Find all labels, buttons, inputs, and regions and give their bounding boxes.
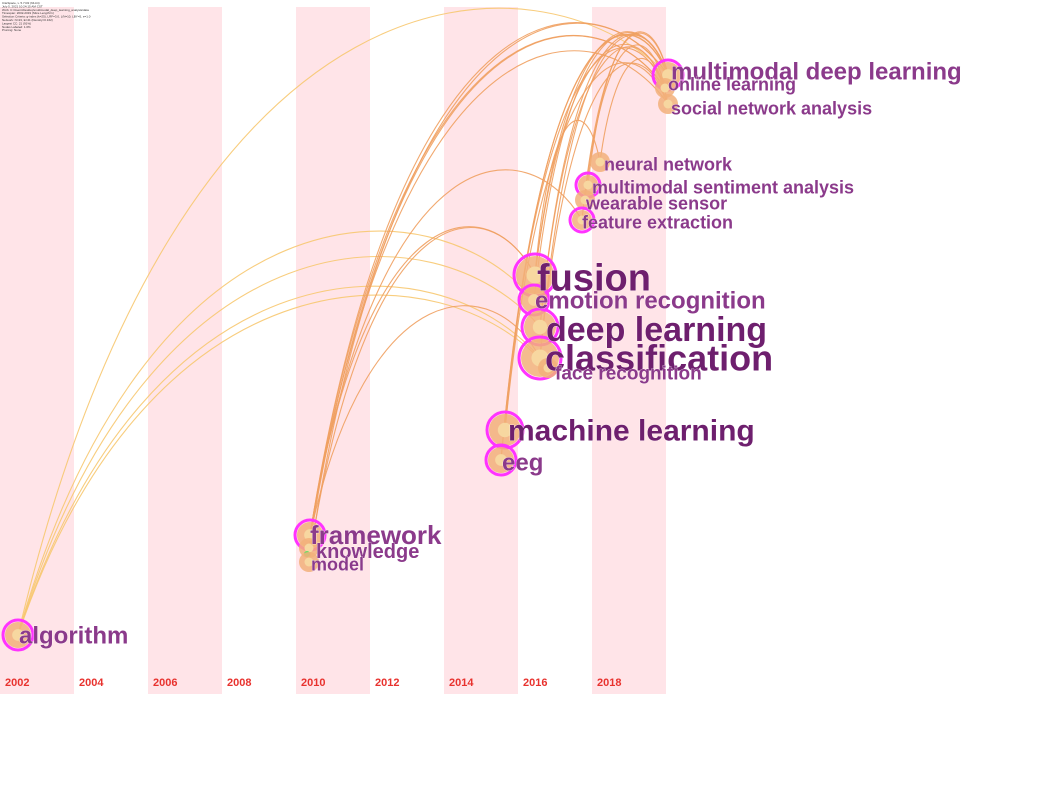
- keyword-label-classification[interactable]: classification: [545, 337, 774, 379]
- keyword-label-face-recognition[interactable]: face recognition: [555, 363, 702, 385]
- keyword-label-neural-network[interactable]: neural network: [604, 154, 734, 175]
- keyword-label-social-network-analysis[interactable]: social network analysis: [671, 98, 873, 119]
- node-center: [543, 363, 553, 373]
- keyword-label-deep-learning[interactable]: deep learning: [546, 311, 768, 350]
- link-algorithm-to-emotion-recognition: [17, 230, 535, 636]
- year-band-2006: [148, 7, 222, 694]
- node-eeg[interactable]: [484, 443, 518, 477]
- link-classification-to-social-network-analysis: [539, 62, 669, 359]
- node-center: [595, 157, 605, 167]
- link-algorithm-to-face-recognition: [17, 294, 549, 636]
- keyword-label-multimodal-sentiment-analysis[interactable]: multimodal sentiment analysis: [592, 177, 855, 198]
- link-algorithm-to-multimodal-deep-learning: [17, 7, 669, 636]
- node-center: [526, 266, 544, 284]
- year-label-2018: 2018: [597, 677, 621, 689]
- node-machine-learning[interactable]: [485, 410, 525, 450]
- node-feature-extraction[interactable]: [568, 206, 596, 234]
- meta-line: Largest CC: 21 (91%): [2, 21, 31, 25]
- keyword-nodes: [1, 58, 685, 652]
- co-occurrence-links: [17, 7, 669, 636]
- node-wearable-sensor[interactable]: [575, 190, 595, 210]
- year-axis: 2002 2004 2006 2008 2010 2012 2014 2016 2018: [5, 677, 621, 689]
- meta-line: Selection Criteria: g-index (k=25), LRF=…: [2, 15, 91, 19]
- link-model-to-fusion: [308, 226, 536, 563]
- link-framework-to-social-network-analysis: [309, 50, 669, 536]
- node-center: [580, 195, 590, 205]
- metadata-block: CiteSpace, v. 5.7.R2 (64-bit)July 5, 202…: [2, 1, 91, 32]
- year-label-2012: 2012: [375, 677, 399, 689]
- year-label-2014: 2014: [449, 677, 474, 689]
- node-center: [528, 294, 540, 306]
- node-center: [532, 319, 548, 335]
- node-ring: [517, 335, 563, 381]
- keyword-label-wearable-sensor[interactable]: wearable sensor: [585, 193, 728, 214]
- keyword-label-model[interactable]: model: [311, 554, 365, 575]
- keyword-label-knowledge[interactable]: knowledge: [316, 541, 420, 564]
- keyword-label-algorithm[interactable]: algorithm: [19, 622, 129, 650]
- node-center: [583, 180, 593, 190]
- link-framework-to-feature-extraction: [309, 169, 583, 536]
- node-center: [497, 422, 513, 438]
- meta-line: Pruning: None: [2, 28, 22, 32]
- node-center: [663, 99, 673, 109]
- node-algorithm[interactable]: [1, 618, 35, 652]
- keyword-label-online-learning[interactable]: online learning: [668, 74, 797, 95]
- link-algorithm-to-deep-learning: [17, 256, 541, 636]
- node-online-learning[interactable]: [655, 78, 675, 98]
- year-label-2016: 2016: [523, 677, 547, 689]
- year-label-2002: 2002: [5, 677, 29, 689]
- keyword-label-framework[interactable]: framework: [310, 520, 443, 551]
- node-center: [304, 543, 314, 553]
- year-label-2008: 2008: [227, 677, 251, 689]
- meta-line: July 5, 2021 10:24:15 AM CST: [2, 4, 43, 8]
- year-band-2002: [0, 7, 74, 694]
- node-center: [577, 215, 587, 225]
- link-multimodal-sentiment-analysis-to-multimodal-deep-learning: [587, 31, 669, 186]
- node-center: [304, 557, 314, 567]
- meta-line: Nodes Labeled: 1.0%: [2, 25, 31, 29]
- link-deep-learning-to-online-learning: [539, 46, 666, 328]
- year-label-2004: 2004: [79, 677, 104, 689]
- year-band-2014: [444, 7, 518, 694]
- year-label-2010: 2010: [301, 677, 325, 689]
- node-model[interactable]: [299, 552, 319, 572]
- meta-line: Timespan: 2002-2019 (Slice Length=1): [2, 11, 54, 15]
- keyword-label-emotion-recognition[interactable]: emotion recognition: [535, 287, 766, 315]
- node-center: [12, 629, 24, 641]
- node-social-network-analysis[interactable]: [658, 94, 678, 114]
- node-center: [660, 83, 670, 93]
- year-label-2006: 2006: [153, 677, 177, 689]
- link-feature-extraction-to-multimodal-deep-learning: [581, 32, 669, 221]
- node-face-recognition[interactable]: [538, 358, 558, 378]
- keyword-label-multimodal-deep-learning[interactable]: multimodal deep learning: [671, 58, 962, 86]
- link-knowledge-to-online-learning: [308, 35, 666, 549]
- year-band-2018: [592, 7, 666, 694]
- year-band-2010: [296, 7, 370, 694]
- link-algorithm-to-classification: [17, 285, 541, 636]
- node-ring: [484, 443, 518, 477]
- meta-line: Network: N=23, E=41 (Density=0.162): [2, 18, 53, 22]
- keyword-label-feature-extraction[interactable]: feature extraction: [582, 212, 734, 233]
- node-center: [495, 454, 507, 466]
- node-ring: [568, 206, 596, 234]
- keyword-label-machine-learning[interactable]: machine learning: [508, 414, 755, 448]
- link-emotion-recognition-to-multimodal-deep-learning: [533, 32, 669, 301]
- node-neural-network[interactable]: [590, 152, 610, 172]
- node-center: [662, 69, 674, 81]
- keyword-label-fusion[interactable]: fusion: [537, 257, 651, 300]
- meta-line: CiteSpace, v. 5.7.R2 (64-bit): [2, 1, 40, 5]
- node-ring: [1, 618, 35, 652]
- meta-line: WoS: C:\Users\Desktop\multimodal_deep_le…: [2, 8, 89, 12]
- node-center: [304, 529, 316, 541]
- keyword-label-eeg[interactable]: eeg: [502, 449, 544, 477]
